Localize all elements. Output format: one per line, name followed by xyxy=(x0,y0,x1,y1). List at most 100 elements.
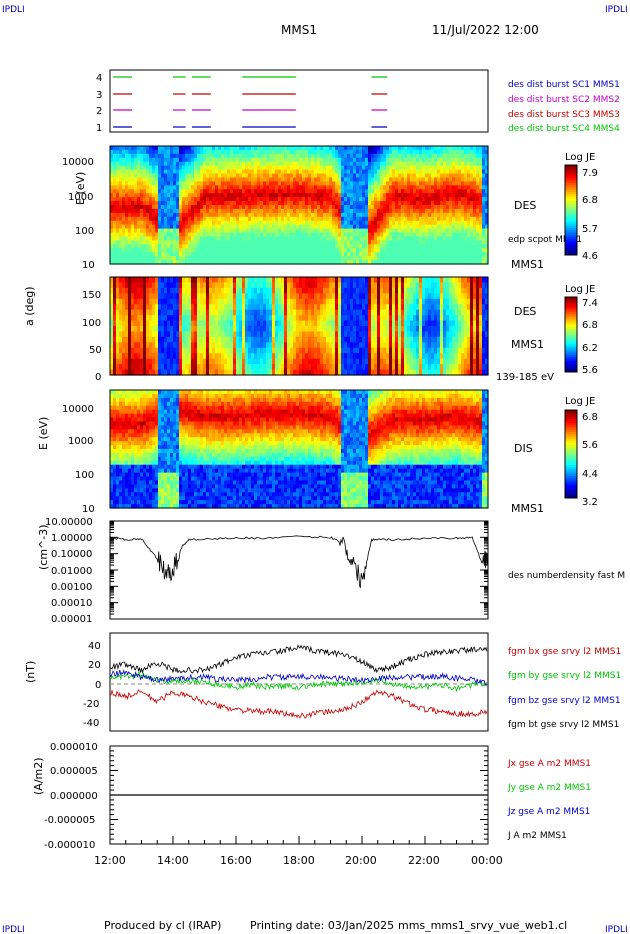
spectrogram-cell xyxy=(389,205,393,210)
spectrogram-cell xyxy=(143,256,147,261)
spectrogram-cell xyxy=(197,161,201,167)
spectrogram-cell xyxy=(329,256,333,261)
spectrogram-cell xyxy=(200,201,204,206)
spectrogram-cell xyxy=(284,208,288,214)
spectrogram-cell xyxy=(392,181,396,186)
spectrogram-cell xyxy=(254,236,258,241)
pitch-cell xyxy=(116,309,120,316)
spectrogram-cell xyxy=(290,252,294,257)
pitch-cell xyxy=(230,342,234,349)
spectrogram-cell xyxy=(314,157,318,163)
spectrogram-cell xyxy=(167,212,171,218)
spectrogram-cell xyxy=(413,236,417,241)
pitch-cell xyxy=(137,364,141,371)
spectrogram-cell xyxy=(308,181,312,186)
spectrogram-cell xyxy=(263,220,267,226)
spectrogram-cell xyxy=(152,197,156,202)
spectrogram-cell xyxy=(215,173,219,179)
spectrogram-cell xyxy=(485,189,489,194)
spectrogram-cell xyxy=(284,161,288,167)
pitch-cell xyxy=(197,336,201,343)
pitch-cell xyxy=(110,353,114,360)
spectrogram-cell xyxy=(335,146,339,151)
pitch-cell xyxy=(191,369,195,376)
pitch-cell xyxy=(134,304,138,311)
pitch-cell xyxy=(179,353,183,360)
spectrogram-cell xyxy=(296,165,300,171)
spectrogram-cell xyxy=(176,181,180,186)
spectrogram-cell xyxy=(209,260,213,265)
pitch-cell xyxy=(266,293,270,300)
spectrogram-cell xyxy=(383,208,387,214)
spectrogram-cell xyxy=(278,216,282,222)
spectrogram-cell xyxy=(275,201,279,206)
spectrogram-cell xyxy=(431,153,435,159)
spectrogram-cell xyxy=(146,205,150,210)
spectrogram-cell xyxy=(344,173,348,179)
spectrogram-cell xyxy=(431,157,435,163)
spectrogram-cell xyxy=(449,212,453,218)
pitch-cell xyxy=(143,369,147,376)
spectrogram-cell xyxy=(443,153,447,159)
spectrogram-cell xyxy=(473,149,477,155)
spectrogram-cell xyxy=(215,197,219,202)
spectrogram-cell xyxy=(119,189,123,194)
spectrogram-cell xyxy=(143,149,147,155)
spectrogram-cell xyxy=(401,185,405,190)
spectrogram-cell xyxy=(359,252,363,257)
spectrogram-cell xyxy=(377,216,381,222)
spectrogram-cell xyxy=(149,212,153,218)
spectrogram-cell xyxy=(269,224,273,230)
pitch-cell xyxy=(209,364,213,371)
spectrogram-cell xyxy=(257,252,261,257)
pitch-cell xyxy=(209,304,213,311)
pitch-cell xyxy=(125,287,129,294)
pitch-cell xyxy=(161,326,165,333)
spectrogram-cell xyxy=(422,248,426,253)
pitch-cell xyxy=(173,277,177,284)
spectrogram-cell xyxy=(290,208,294,214)
spectrogram-cell xyxy=(386,189,390,194)
spectrogram-cell xyxy=(386,224,390,230)
spectrogram-cell xyxy=(296,197,300,202)
spectrogram-cell xyxy=(437,244,441,249)
spectrogram-cell xyxy=(233,256,237,261)
spectrogram-cell xyxy=(122,252,126,257)
spectrogram-cell xyxy=(401,149,405,155)
spectrogram-cell xyxy=(341,177,345,182)
pitch-cell xyxy=(281,364,285,371)
spectrogram-cell xyxy=(281,146,285,151)
spectrogram-cell xyxy=(137,224,141,230)
spectrogram-cell xyxy=(455,146,459,151)
spectrogram-cell xyxy=(173,212,177,218)
spectrogram-cell xyxy=(308,244,312,249)
spectrogram-cell xyxy=(416,220,420,226)
spectrogram-cell xyxy=(323,189,327,194)
spectrogram-cell xyxy=(356,149,360,155)
pitch-cell xyxy=(260,369,264,376)
spectrogram-cell xyxy=(167,185,171,190)
spectrogram-cell xyxy=(461,260,465,265)
pitch-cell xyxy=(209,282,213,289)
pitch-cell xyxy=(191,347,195,354)
pitch-cell xyxy=(146,293,150,300)
spectrogram-cell xyxy=(182,208,186,214)
spectrogram-cell xyxy=(254,169,258,175)
pitch-cell xyxy=(281,298,285,305)
spectrogram-cell xyxy=(299,256,303,261)
spectrogram-cell xyxy=(410,228,414,234)
spectrogram-cell xyxy=(125,177,129,182)
spectrogram-cell xyxy=(194,252,198,257)
pitch-cell xyxy=(197,309,201,316)
pitch-cell xyxy=(224,358,228,365)
spectrogram-cell xyxy=(386,169,390,175)
spectrogram-cell xyxy=(245,228,249,234)
spectrogram-cell xyxy=(206,232,210,238)
spectrogram-cell xyxy=(188,149,192,155)
spectrogram-cell xyxy=(128,193,132,198)
spectrogram-cell xyxy=(278,244,282,249)
spectrogram-cell xyxy=(299,177,303,182)
spectrogram-cell xyxy=(314,169,318,175)
spectrogram-cell xyxy=(119,205,123,210)
pitch-cell xyxy=(152,277,156,284)
